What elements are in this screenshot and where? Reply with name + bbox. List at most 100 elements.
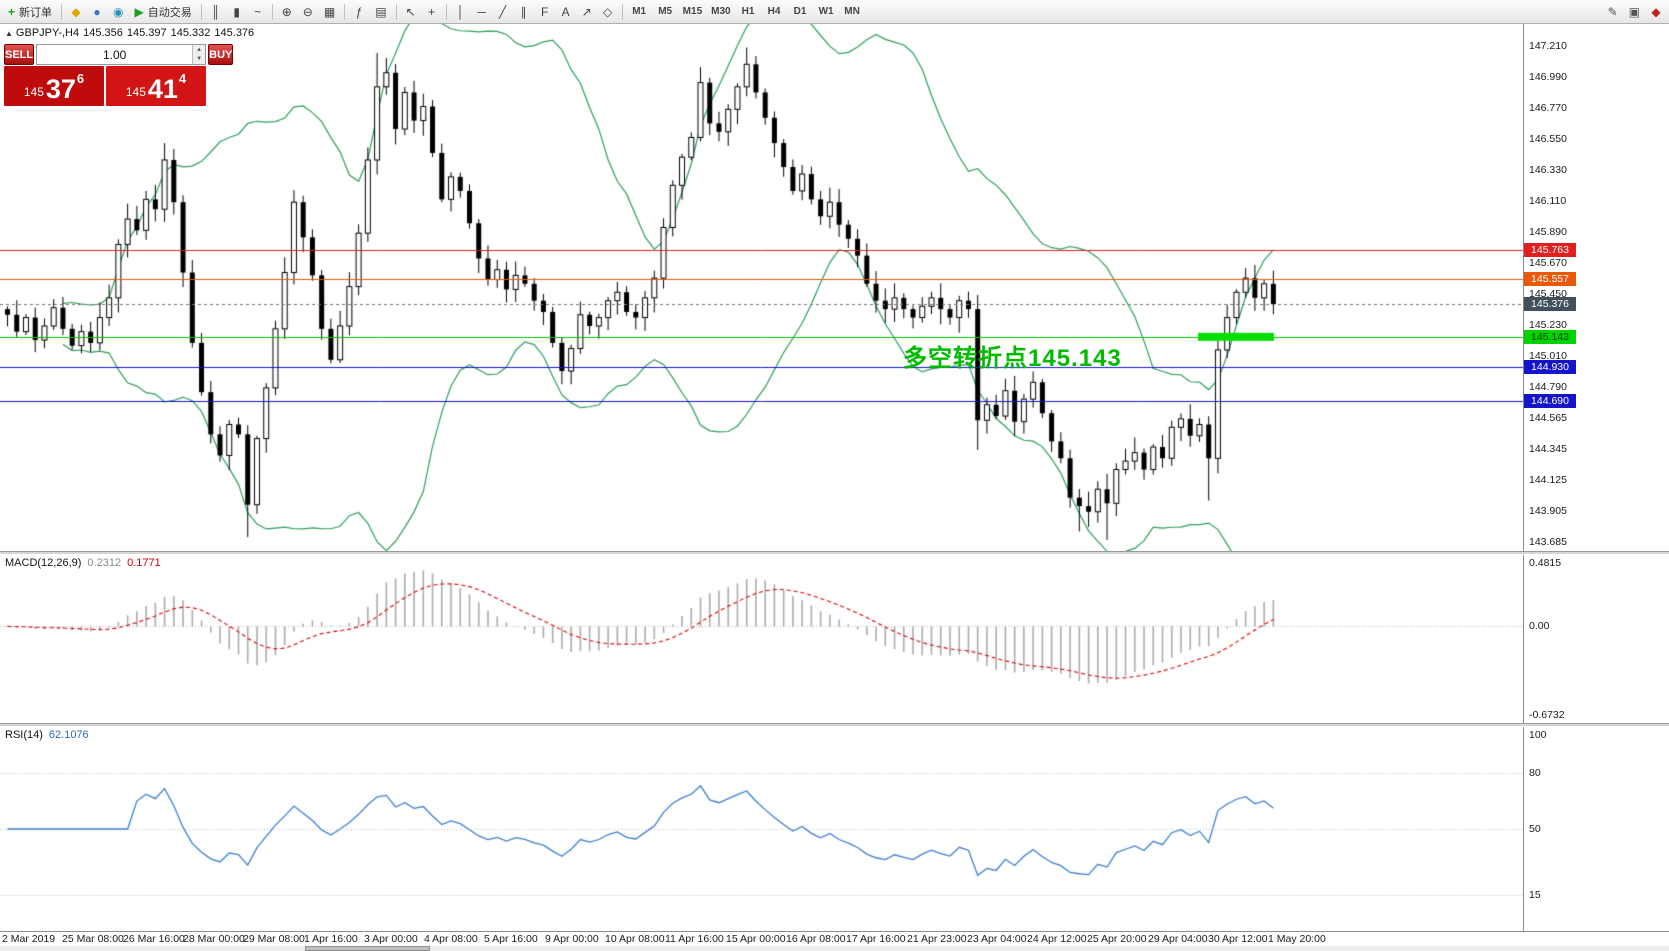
timeframe-m1-button[interactable]: M1 <box>632 6 647 17</box>
collapse-triangle-icon[interactable]: ▲ <box>5 29 13 38</box>
toolbar: + 新订单 ◆ ● ◉ ▶ 自动交易 ║ ▮ ~ ⊕ ⊖ ▦ ƒ ▤ ↖ + │ ─ ╱ ∥ F A ↗ ◇ M1 M5 M15 M30… <box>0 0 1669 24</box>
crosshair-icon: + <box>428 4 436 19</box>
line-chart-button[interactable]: ~ <box>248 2 268 22</box>
buy-button[interactable]: BUY <box>208 44 234 65</box>
lot-stepper: ▲ ▼ <box>192 45 206 64</box>
lot-size-input[interactable] <box>37 45 193 64</box>
zoom-out-button[interactable]: ⊖ <box>298 2 318 22</box>
cursor-button[interactable]: ↖ <box>401 2 421 22</box>
candlestick-button[interactable]: ▮ <box>227 2 247 22</box>
horizontal-line-icon: ─ <box>477 4 486 19</box>
trendline-button[interactable]: ╱ <box>493 2 513 22</box>
scrollbar-thumb[interactable] <box>305 946 430 951</box>
macd-signal-value: 0.1771 <box>127 557 161 569</box>
shapes-button[interactable]: ◇ <box>598 2 618 22</box>
price-axis-column[interactable] <box>1523 24 1669 931</box>
help-button[interactable]: ◆ <box>1646 2 1666 22</box>
new-order-button[interactable]: + 新订单 <box>8 4 53 19</box>
sell-price-sup: 6 <box>76 71 85 86</box>
text-icon: A <box>561 4 570 19</box>
arrow-icon: ↗ <box>581 4 592 19</box>
channel-button[interactable]: ∥ <box>514 2 534 22</box>
timeframe-m15-button[interactable]: M15 <box>682 6 703 17</box>
vertical-line-button[interactable]: │ <box>451 2 471 22</box>
ohlc-high: 145.397 <box>126 27 167 39</box>
buy-price-button[interactable]: 145 41 4 <box>106 66 206 106</box>
timeframe-m5-button[interactable]: M5 <box>658 6 673 17</box>
crosshair-button[interactable]: + <box>422 2 442 22</box>
market-icon: ◉ <box>113 4 124 19</box>
rsi-panel[interactable] <box>0 727 1523 931</box>
indicators-icon: ƒ <box>355 4 363 19</box>
ohlc-open: 145.356 <box>83 27 123 39</box>
macd-name: MACD(12,26,9) <box>5 557 82 569</box>
zoom-in-icon: ⊕ <box>281 4 292 19</box>
pivot-point-annotation: 多空转折点145.143 <box>903 345 1122 372</box>
news-button[interactable]: ◆ <box>66 2 86 22</box>
buy-price-big: 41 <box>147 73 178 104</box>
ohlc-bars-button[interactable]: ║ <box>206 2 226 22</box>
fibonacci-icon: F <box>540 4 549 19</box>
edit-icon: ✎ <box>1607 4 1618 19</box>
horizontal-line-button[interactable]: ─ <box>472 2 492 22</box>
toolbar-separator <box>621 3 623 20</box>
sell-price-button[interactable]: 145 37 6 <box>4 66 104 106</box>
layout-button[interactable]: ▣ <box>1624 2 1645 22</box>
indicators-button[interactable]: ƒ <box>349 2 369 22</box>
ohlc-bars-icon: ║ <box>211 4 220 19</box>
shapes-icon: ◇ <box>603 4 613 19</box>
news-icon: ◆ <box>71 4 81 19</box>
community-icon: ● <box>93 4 101 19</box>
tile-windows-icon: ▦ <box>323 4 336 19</box>
timeframe-h1-button[interactable]: H1 <box>741 6 755 17</box>
timeframe-m30-button[interactable]: M30 <box>711 6 731 17</box>
vertical-line-icon: │ <box>456 4 465 19</box>
text-button[interactable]: A <box>556 2 576 22</box>
toolbar-separator <box>271 3 273 20</box>
new-order-icon: + <box>8 4 16 19</box>
toolbar-separator <box>445 3 447 20</box>
sell-price-prefix: 145 <box>23 85 44 99</box>
candlestick-icon: ▮ <box>233 4 241 19</box>
edit-button[interactable]: ✎ <box>1603 2 1623 22</box>
lot-increase-button[interactable]: ▲ <box>193 45 206 55</box>
zoom-out-icon: ⊖ <box>302 4 313 19</box>
tile-windows-button[interactable]: ▦ <box>319 2 340 22</box>
horizontal-scrollbar[interactable] <box>0 946 1669 951</box>
cursor-icon: ↖ <box>405 4 416 19</box>
time-axis[interactable] <box>0 931 1669 946</box>
price-chart[interactable] <box>0 24 1523 551</box>
macd-indicator-label: MACD(12,26,9) 0.2312 0.1771 <box>5 557 161 569</box>
templates-button[interactable]: ▤ <box>370 2 391 22</box>
zoom-in-button[interactable]: ⊕ <box>277 2 297 22</box>
timeframe-w1-button[interactable]: W1 <box>818 6 834 17</box>
arrow-button[interactable]: ↗ <box>577 2 597 22</box>
toolbar-separator <box>395 3 397 20</box>
toolbar-separator <box>200 3 202 20</box>
community-button[interactable]: ● <box>87 2 107 22</box>
panel-splitter[interactable] <box>0 551 1669 555</box>
fibonacci-button[interactable]: F <box>535 2 555 22</box>
symbol-name: GBPJPY-,H4 <box>15 27 80 39</box>
symbol-header: ▲ GBPJPY-,H4 145.356 145.397 145.332 145.376 <box>5 27 258 39</box>
sell-price-big: 37 <box>45 73 76 104</box>
market-button[interactable]: ◉ <box>108 2 128 22</box>
lot-decrease-button[interactable]: ▼ <box>193 54 206 64</box>
sell-button[interactable]: SELL <box>4 44 35 65</box>
toolbar-separator <box>61 3 63 20</box>
timeframe-d1-button[interactable]: D1 <box>793 6 807 17</box>
macd-panel[interactable] <box>0 555 1523 723</box>
toolbar-separator <box>344 3 346 20</box>
channel-icon: ∥ <box>520 4 527 19</box>
timeframe-mn-button[interactable]: MN <box>844 6 860 17</box>
timeframe-h4-button[interactable]: H4 <box>767 6 781 17</box>
macd-main-value: 0.2312 <box>87 557 122 569</box>
lot-size-box: ▲ ▼ <box>36 44 207 65</box>
one-click-trading-panel: SELL ▲ ▼ BUY 145 37 6 145 41 4 <box>4 44 234 106</box>
buy-price-prefix: 145 <box>125 85 146 99</box>
auto-trading-button[interactable]: ▶ 自动交易 <box>134 4 192 19</box>
buy-price-sup: 4 <box>178 71 187 86</box>
rsi-indicator-label: RSI(14) 62.1076 <box>5 729 89 741</box>
layout-icon: ▣ <box>1628 4 1640 19</box>
panel-splitter[interactable] <box>0 723 1669 727</box>
